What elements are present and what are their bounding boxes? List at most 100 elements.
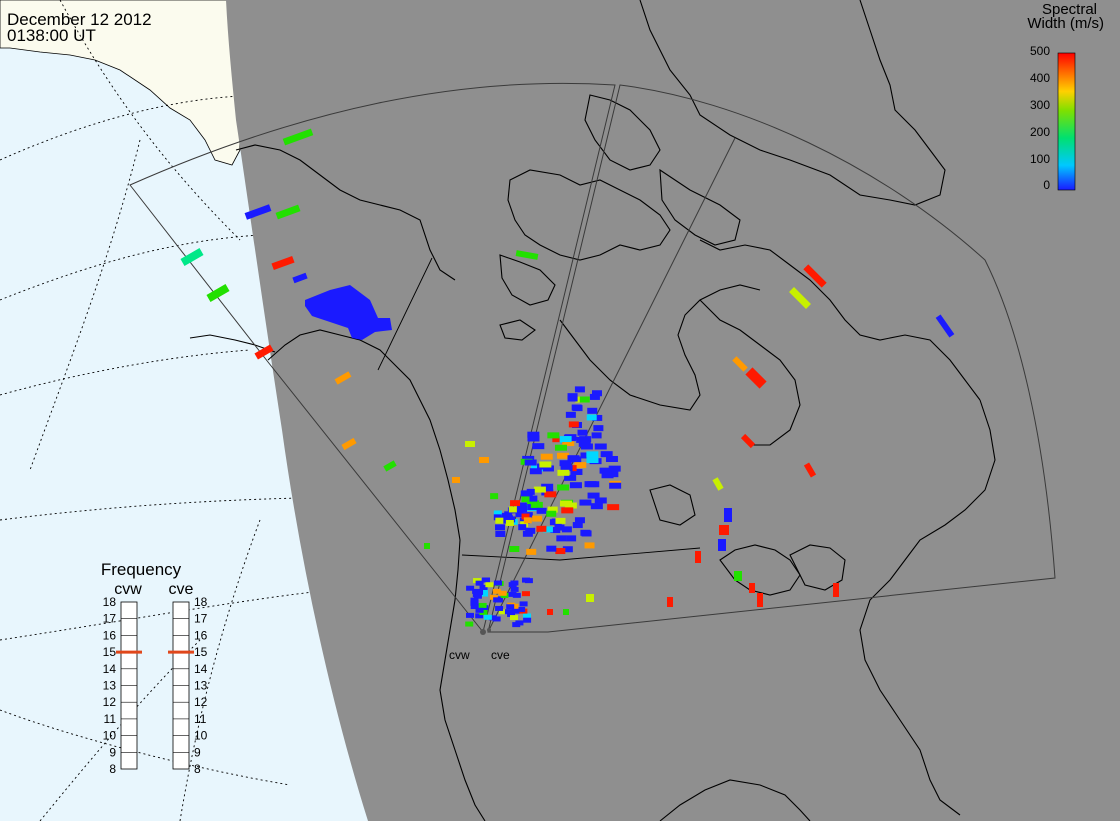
- radar-echo-cell: [495, 524, 506, 531]
- radar-echo-cell: [522, 613, 531, 619]
- colorbar-tick-200: 200: [1030, 125, 1050, 139]
- radar-echo-cell: [518, 524, 527, 531]
- radar-echo-cell: [473, 578, 482, 584]
- radar-echo-cell: [510, 615, 519, 621]
- radar-echo-cell: [489, 594, 498, 600]
- radar-echo-cell: [667, 597, 673, 607]
- cve-frequency-tick: 18: [194, 595, 208, 609]
- radar-echo-cell: [470, 599, 479, 605]
- radar-echo-cell: [718, 539, 726, 551]
- radar-echo-cell: [521, 577, 530, 583]
- radar-echo-cell: [479, 457, 489, 463]
- radar-echo-cell: [521, 513, 530, 520]
- radar-echo-cell: [478, 602, 487, 608]
- cve-fov: [487, 84, 1056, 633]
- radar-echo-cell: [254, 344, 274, 360]
- radar-echo-cell: [568, 421, 579, 428]
- radar-echo-cell: [479, 591, 488, 597]
- radar-echo-cell: [523, 517, 532, 524]
- radar-echo-cell: [510, 586, 519, 592]
- colorbar-title-1: Spectral: [1042, 1, 1097, 18]
- radar-echo-cell: [562, 440, 575, 447]
- radar-echo-cell: [533, 486, 546, 493]
- radar-echo-cell: [452, 477, 460, 483]
- radar-echo-cell: [505, 519, 514, 526]
- radar-echo-cell: [557, 484, 570, 491]
- radar-echo-cell: [740, 433, 756, 449]
- radar-echo-cell: [536, 507, 547, 514]
- radar-echo-cell: [552, 436, 565, 443]
- radar-echo-cell: [526, 548, 537, 555]
- radar-echo-cell: [600, 451, 613, 458]
- radar-echo-cell: [505, 516, 516, 523]
- radar-echo-cell: [546, 545, 557, 552]
- radar-echo-cell: [532, 443, 545, 450]
- cve-frequency-tick: 12: [194, 695, 208, 709]
- radar-echo-cell: [567, 395, 578, 402]
- colorbar-title-2: Width (m/s): [1027, 15, 1104, 32]
- cve-frequency-tick: 11: [194, 712, 207, 726]
- radar-echo-cell: [555, 517, 566, 524]
- cvw-frequency-tick: 18: [103, 595, 117, 609]
- radar-echo-cell: [547, 432, 560, 439]
- radar-echo-cell: [574, 517, 585, 524]
- radar-echo-cell: [559, 460, 572, 467]
- radar-echo-cell: [589, 393, 600, 400]
- radar-echo-cell: [574, 386, 585, 393]
- radar-echo-cell: [495, 605, 504, 611]
- radar-echo-cell: [557, 469, 570, 476]
- frequency-panel: Frequency cvw cve 18 17 16 15 14 13 12 11 10 9 8 18…: [101, 560, 208, 776]
- radar-echo-cell: [540, 453, 553, 460]
- cvw-frequency-tick: 15: [103, 645, 117, 659]
- radar-echo-cell: [556, 452, 569, 459]
- radar-echo-cell: [493, 597, 502, 603]
- radar-echo-cell: [536, 525, 547, 532]
- cvw-frequency-tick: 8: [109, 762, 116, 776]
- cvw-fov: [129, 82, 616, 633]
- borders: [377, 257, 701, 561]
- radar-echo-cell: [586, 451, 599, 458]
- radar-echo-cell: [493, 580, 502, 586]
- radar-echo-cell: [586, 457, 599, 464]
- cve-frequency-tick: 8: [194, 762, 201, 776]
- frequency-cve-label: cve: [169, 581, 194, 598]
- radar-echo-cell: [517, 506, 528, 513]
- radar-echo-cell: [562, 546, 573, 553]
- radar-echo-cell: [180, 248, 204, 266]
- radar-echo-cell: [719, 525, 729, 535]
- radar-echo-cell: [529, 495, 538, 502]
- radar-echo-cell: [515, 511, 524, 518]
- radar-echo-cells: [180, 128, 955, 628]
- radar-echo-cell: [475, 607, 484, 613]
- radar-echo-cell: [577, 429, 588, 436]
- radar-echo-cell: [803, 462, 817, 478]
- radar-echo-cell: [466, 612, 475, 618]
- radar-echo-cell: [492, 588, 501, 594]
- radar-echo-cell: [244, 204, 272, 220]
- radar-echo-cell: [519, 601, 528, 607]
- radar-echo-cell: [608, 465, 621, 472]
- radar-echo-cell: [590, 503, 603, 510]
- cvw-frequency-tick: 11: [104, 712, 117, 726]
- siberia-land: [0, 0, 241, 166]
- radar-echo-cell: [594, 497, 607, 504]
- cve-frequency-tick: 10: [194, 729, 208, 743]
- radar-echo-cell: [488, 615, 497, 621]
- radar-echo-cell: [555, 444, 568, 451]
- radar-echo-cell: [475, 613, 484, 619]
- radar-echo-cell: [507, 611, 516, 617]
- radar-echo-cell: [510, 580, 519, 586]
- radar-echo-cell: [584, 542, 595, 549]
- radar-echo-cell: [527, 431, 540, 438]
- cve-frequency-tick: 9: [194, 745, 201, 759]
- radar-echo-cell: [521, 496, 530, 503]
- radar-echo-cell: [571, 404, 582, 411]
- radar-echo-cell: [593, 425, 604, 432]
- time-label: 0138:00 UT: [7, 26, 96, 45]
- colorbar-tick-0: 0: [1043, 178, 1050, 192]
- radar-echo-cell: [530, 501, 543, 508]
- radar-echo-cell: [334, 371, 352, 385]
- radar-echo-cell: [490, 493, 499, 500]
- radar-echo-cell: [424, 543, 430, 549]
- cve-site-marker: [487, 628, 491, 632]
